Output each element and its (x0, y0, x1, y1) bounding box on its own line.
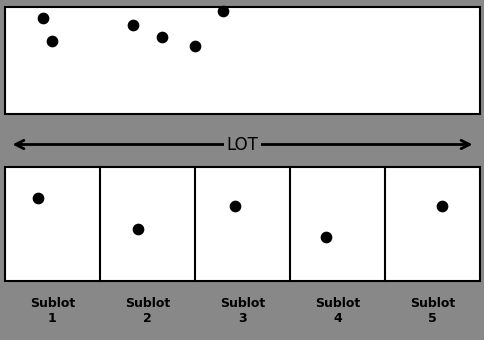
Point (39, 15, 46, 20)
Point (438, 204, 445, 209)
Point (191, 44, 198, 49)
Point (48, 38, 56, 44)
Text: Sublot
5: Sublot 5 (409, 297, 454, 325)
Bar (5, 167, 479, 280)
Point (134, 226, 141, 232)
Bar (5, 7, 479, 114)
Point (157, 34, 165, 39)
Text: Sublot
4: Sublot 4 (314, 297, 360, 325)
Text: Sublot
3: Sublot 3 (219, 297, 265, 325)
Text: Sublot
2: Sublot 2 (124, 297, 170, 325)
Point (321, 235, 329, 240)
Point (230, 204, 238, 209)
Point (34, 196, 42, 201)
Text: LOT: LOT (226, 136, 258, 153)
Point (219, 8, 227, 14)
Text: Sublot
1: Sublot 1 (30, 297, 75, 325)
Point (129, 22, 137, 28)
